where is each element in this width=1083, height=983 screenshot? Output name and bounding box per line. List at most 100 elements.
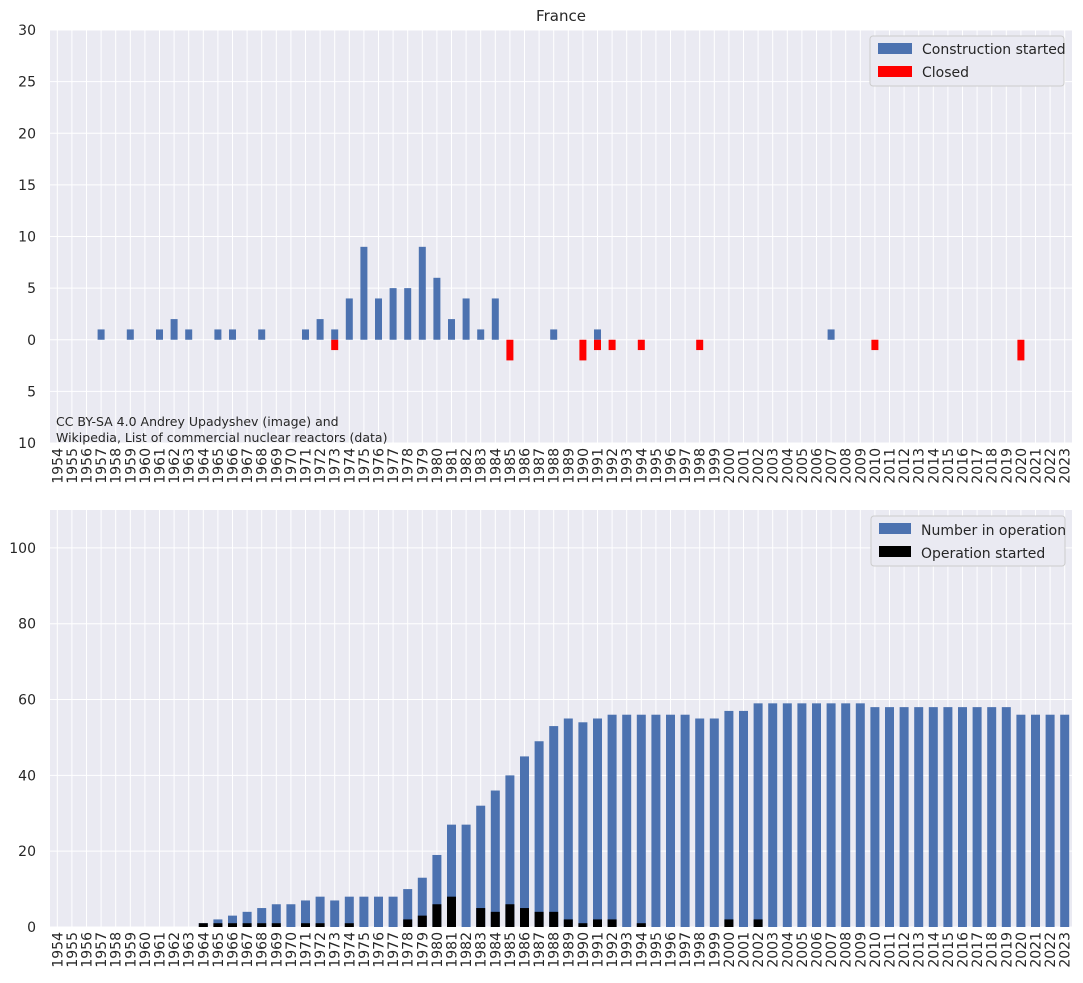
closed-bar (579, 339, 587, 361)
legend-label-closed: Closed (922, 65, 969, 81)
x-tick-label: 1985 (503, 448, 519, 484)
x-tick-label: 2021 (1029, 448, 1045, 484)
x-tick-label: 2020 (1014, 448, 1030, 484)
x-tick-label: 2017 (970, 448, 986, 484)
x-tick-label: 1987 (532, 932, 548, 968)
x-tick-label: 2007 (824, 448, 840, 484)
operation-started-bar (563, 919, 573, 927)
x-tick-label: 1965 (211, 932, 227, 968)
y-tick-label: 0 (27, 333, 36, 349)
x-tick-label: 1967 (240, 932, 256, 968)
x-tick-label: 2016 (956, 932, 972, 968)
number-in-operation-bar (841, 703, 851, 927)
x-tick-label: 2009 (853, 932, 869, 968)
construction-started-bar (316, 319, 324, 340)
x-tick-label: 2006 (810, 932, 826, 968)
y-tick-label: 100 (9, 541, 36, 557)
x-tick-label: 1976 (372, 932, 388, 968)
operation-legend: Number in operation Operation started (870, 515, 1066, 567)
x-tick-label: 1993 (620, 932, 636, 968)
operation-started-bar (228, 923, 237, 927)
x-tick-label: 2005 (795, 932, 811, 968)
y-tick-label: 0 (27, 920, 36, 936)
x-tick-label: 2019 (999, 932, 1015, 968)
y-tick-label: 5 (27, 281, 36, 297)
y-tick-label: 30 (18, 23, 36, 39)
construction-started-bar (827, 329, 835, 340)
x-tick-label: 1966 (226, 448, 242, 484)
x-tick-label: 1989 (561, 448, 577, 484)
number-in-operation-bar (709, 718, 719, 927)
construction-started-bar (345, 298, 353, 340)
number-in-operation-bar (812, 703, 821, 927)
number-in-operation-bar (388, 896, 398, 927)
number-in-operation-bar (1060, 714, 1070, 927)
x-tick-label: 2021 (1029, 932, 1045, 968)
legend-swatch-number-in-operation (879, 523, 911, 534)
x-tick-label: 1974 (342, 932, 358, 968)
x-tick-label: 2006 (810, 448, 826, 484)
x-tick-label: 1997 (678, 448, 694, 484)
number-in-operation-bar (797, 703, 807, 927)
operation-y-axis: 0 20 40 60 80 100 (9, 541, 36, 936)
x-tick-label: 1977 (386, 932, 402, 968)
operation-started-bar (198, 923, 208, 927)
closed-bar (594, 339, 601, 351)
x-tick-label: 1959 (123, 932, 139, 968)
x-tick-label: 1973 (328, 932, 344, 968)
x-tick-label: 1992 (605, 448, 621, 484)
number-in-operation-bar (987, 707, 997, 927)
operation-started-bar (417, 915, 427, 927)
x-tick-label: 1985 (503, 932, 519, 968)
operation-started-bar (476, 908, 486, 927)
closed-bar (1017, 339, 1025, 361)
x-tick-label: 1971 (299, 448, 315, 484)
x-tick-label: 1988 (547, 932, 563, 968)
legend-swatch-closed (878, 66, 912, 77)
number-in-operation-bar (695, 718, 705, 927)
x-tick-label: 1961 (153, 448, 169, 484)
number-in-operation-bar (855, 703, 865, 927)
x-tick-label: 1970 (284, 448, 300, 484)
x-tick-label: 1975 (357, 448, 373, 484)
construction-started-bar (448, 319, 455, 340)
closed-bar (608, 339, 616, 351)
number-in-operation-bar (768, 703, 778, 927)
construction-started-bar (214, 329, 222, 340)
x-tick-label: 2001 (737, 932, 753, 968)
construction-started-bar (433, 277, 441, 340)
x-tick-label: 1994 (634, 448, 650, 484)
number-in-operation-bar (315, 896, 325, 927)
x-tick-label: 1968 (255, 932, 271, 968)
x-tick-label: 2014 (926, 932, 942, 968)
x-tick-label: 1996 (664, 932, 680, 968)
x-tick-label: 1970 (284, 932, 300, 968)
operation-started-bar (578, 923, 588, 927)
number-in-operation-bar (242, 911, 252, 927)
number-in-operation-bar (914, 707, 924, 927)
number-in-operation-bar (549, 726, 559, 927)
x-tick-label: 1983 (474, 448, 490, 484)
x-tick-label: 2000 (722, 932, 738, 968)
x-tick-label: 1976 (372, 448, 388, 484)
number-in-operation-bar (271, 904, 281, 927)
x-tick-label: 2010 (868, 448, 884, 484)
operation-started-bar (301, 923, 310, 927)
number-in-operation-bar (593, 718, 602, 927)
operation-started-bar (520, 908, 529, 927)
y-tick-label: 10 (18, 230, 36, 246)
legend-swatch-construction-started (878, 43, 912, 54)
legend-label-operation-started: Operation started (921, 546, 1045, 562)
legend-label-construction-started: Construction started (922, 42, 1066, 58)
construction-started-bar (229, 329, 236, 340)
x-tick-label: 1997 (678, 932, 694, 968)
x-tick-label: 1999 (707, 448, 723, 484)
number-in-operation-bar (257, 908, 267, 927)
operation-started-bar (490, 911, 500, 927)
x-tick-label: 1958 (109, 448, 125, 484)
y-tick-label: 80 (18, 617, 36, 633)
x-tick-label: 1959 (123, 448, 139, 484)
number-in-operation-bar (1001, 707, 1011, 927)
construction-started-bar (185, 329, 193, 340)
